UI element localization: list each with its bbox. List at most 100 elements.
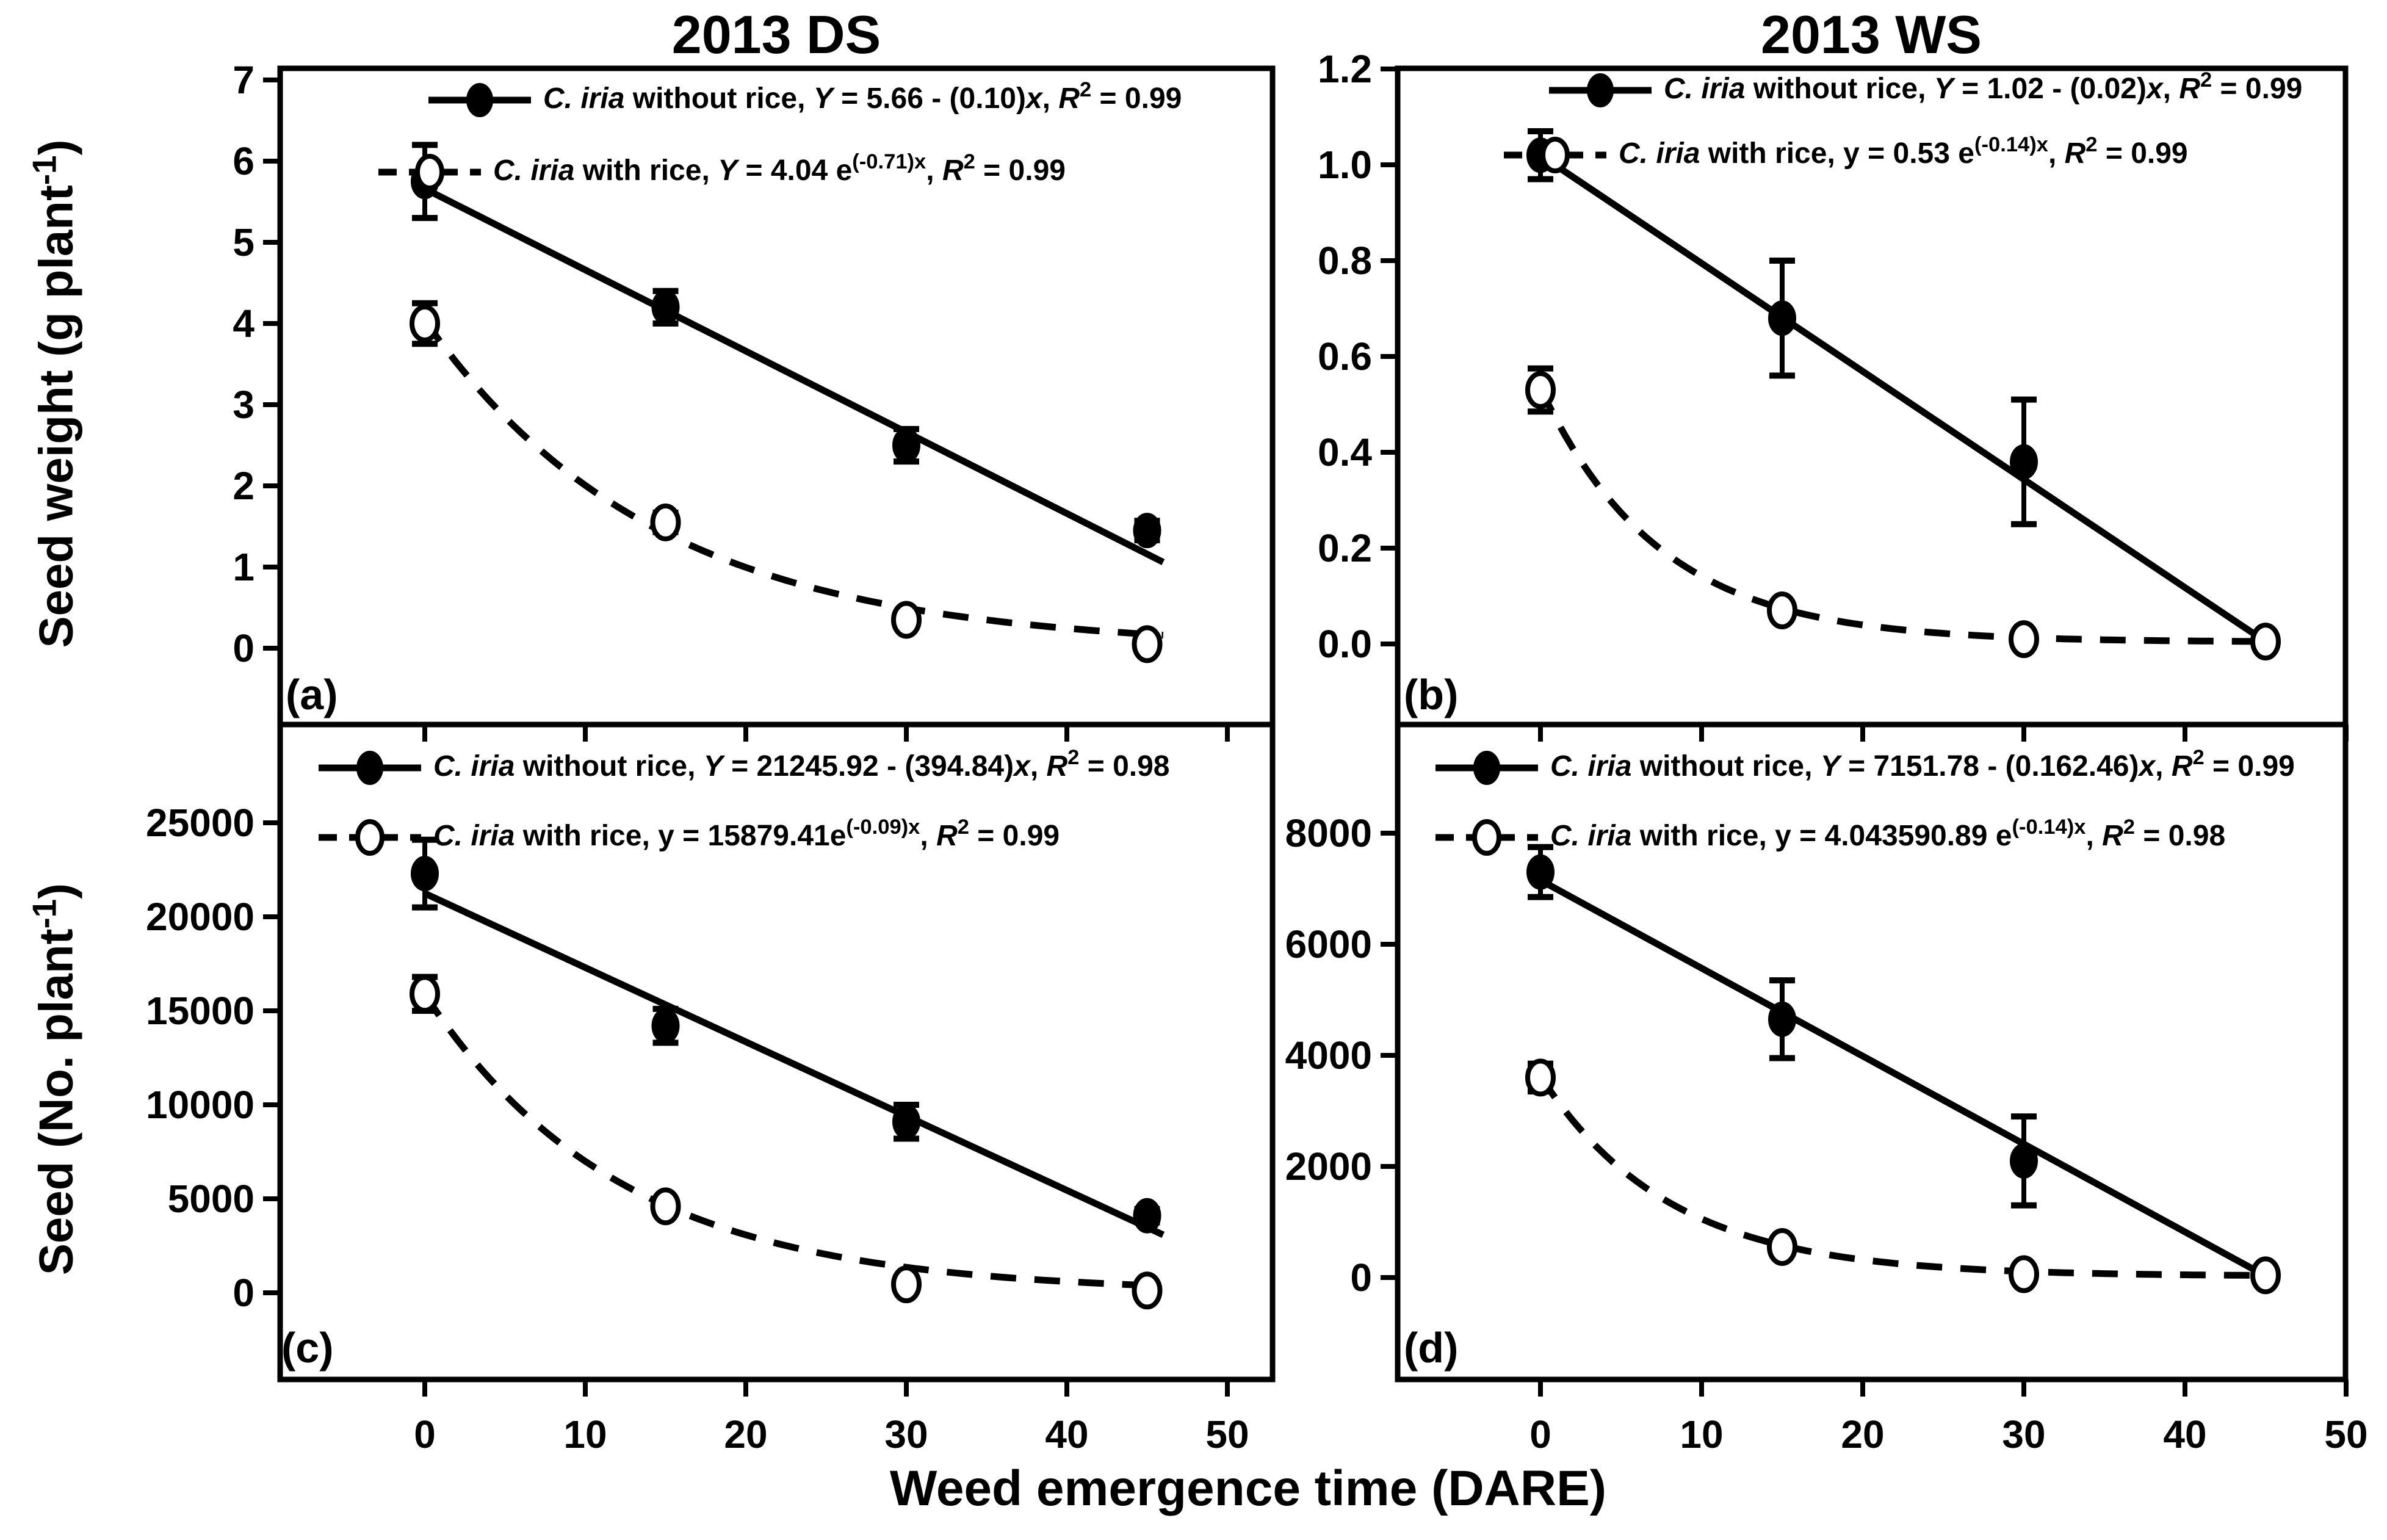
legend-label-segment: = 5.66 - (0.10) xyxy=(832,82,1026,115)
data-point-open xyxy=(410,975,440,1013)
legend-label-segment: = 0.99 xyxy=(2204,750,2295,783)
legend-row-d-1: C. iria without rice, Y = 7151.78 - (0.1… xyxy=(1434,746,2295,787)
legend-label-segment: = 0.99 xyxy=(1091,82,1182,115)
legend-label-segment: 2 xyxy=(2192,746,2205,769)
legend-label-segment: C. iria xyxy=(543,82,625,115)
legend-marker-filled-circle-solid-line xyxy=(319,751,421,785)
legend-row-d-2: C. iria with rice, y = 4.043590.89 e(-0.… xyxy=(1434,815,2225,857)
legend-label-segment: with rice, y = 15879.41e xyxy=(515,820,847,852)
legend-label-segment: = 7151.78 - (0.162.46) xyxy=(1840,750,2139,783)
y-axis-label-close: ) xyxy=(29,139,83,156)
data-point-filled xyxy=(1768,300,1796,336)
legend-row-a-2: C. iria with rice, Y = 4.04 e(-0.71)x, R… xyxy=(377,150,1066,192)
y-tick-label: 0.8 xyxy=(1318,239,1372,283)
series-with-rice xyxy=(410,300,1164,663)
legend-label-segment: R xyxy=(2179,73,2200,105)
y-tick-label: 25000 xyxy=(146,801,255,845)
data-point-open xyxy=(650,503,681,541)
legend-label-segment: , xyxy=(2085,820,2103,852)
x-tick-label: 10 xyxy=(563,1412,607,1456)
y-axis-label-main: Seed (No. plant xyxy=(29,928,83,1276)
data-point-filled xyxy=(892,1104,920,1140)
legend-label-segment: 2 xyxy=(1079,78,1092,101)
legend-label-segment: = 0.98 xyxy=(1079,750,1170,783)
legend-label-segment: R xyxy=(936,820,958,852)
series-without-rice xyxy=(411,142,1165,565)
data-point-open xyxy=(1525,371,1556,409)
legend-marker-filled-circle-solid-line xyxy=(1549,73,1652,107)
y-tick-label: 1 xyxy=(233,545,255,589)
regression-line xyxy=(1539,877,2267,1279)
legend-label-segment: (-0.14)x xyxy=(2012,815,2086,839)
legend-label-segment: without rice, xyxy=(624,82,814,115)
data-point-filled xyxy=(2010,444,2038,480)
series-without-rice xyxy=(1526,844,2267,1279)
legend-marker-open-circle-dashed-line xyxy=(378,154,481,190)
legend-label-segment: 2 xyxy=(2200,68,2212,92)
x-tick-label: 20 xyxy=(724,1412,767,1456)
panel-letter-b: (b) xyxy=(1404,671,1459,718)
legend-label-segment: C. iria xyxy=(493,154,575,187)
regression-line xyxy=(1538,152,2268,645)
data-point-open xyxy=(1767,1227,1797,1266)
legend-label-segment: , xyxy=(1042,82,1059,115)
y-tick-label: 0.6 xyxy=(1318,334,1372,378)
y-tick-label: 0 xyxy=(233,626,255,670)
series-with-rice xyxy=(410,974,1163,1310)
data-point-open xyxy=(1132,625,1163,663)
legend-marker-open-circle-dashed-line xyxy=(1504,137,1606,173)
x-tick-label: 40 xyxy=(2163,1412,2206,1456)
y-axis-label-seed-number: Seed (No. plant-1) xyxy=(26,883,84,1276)
panel-d: 0 2000 4000 6000 8000 0 10 20 30 40 50 xyxy=(1285,721,2368,1456)
data-point-open xyxy=(891,601,922,639)
legend-label-segment: (-0.09)x xyxy=(846,815,920,839)
legend-label-segment: , xyxy=(2048,137,2065,170)
legend-label-segment: C. iria xyxy=(1664,73,1746,105)
panel-c: 0 5000 10000 15000 20000 25000 0 10 20 30 40 50 xyxy=(146,721,1276,1456)
legend-label: C. iria without rice, Y = 1.02 - (0.02)x… xyxy=(1664,68,2302,110)
legend-label-segment: 2 xyxy=(957,815,969,839)
legend-marker-open-circle-dashed-line xyxy=(319,819,421,856)
y-tick-label: 5000 xyxy=(168,1177,255,1221)
legend-label-segment: = 1.02 - (0.02) xyxy=(1953,73,2147,105)
data-point-open xyxy=(2250,623,2281,661)
x-tick-label: 0 xyxy=(414,1412,436,1456)
legend-marker-filled-circle-solid-line xyxy=(428,83,531,117)
y-tick-label: 4 xyxy=(233,302,255,345)
exponential-curve xyxy=(1537,1074,2266,1279)
y-tick-label: 6000 xyxy=(1285,922,1372,966)
open-circle-icon xyxy=(355,819,385,856)
legend-marker-open-circle-dashed-line xyxy=(1435,819,1538,856)
open-circle-icon xyxy=(1540,137,1570,173)
exponential-curve xyxy=(422,992,1163,1290)
data-point-open xyxy=(2009,1255,2039,1293)
legend-label-segment: Y xyxy=(813,82,833,115)
x-tick-label: 0 xyxy=(1529,1412,1551,1456)
y-tick-label: 0 xyxy=(233,1271,255,1315)
legend-label-segment: = 0.99 xyxy=(2097,137,2188,170)
y-tick-label: 4000 xyxy=(1285,1033,1372,1077)
legend-row-a-1: C. iria without rice, Y = 5.66 - (0.10)x… xyxy=(427,78,1182,120)
y-tick-label: 7 xyxy=(233,58,255,102)
y-tick-label: 10000 xyxy=(146,1083,255,1127)
regression-line xyxy=(423,890,1165,1238)
data-point-open xyxy=(1767,591,1797,630)
y-tick-label: 5 xyxy=(233,220,255,264)
legend-label-segment: , xyxy=(926,154,942,187)
legend-marker-filled-circle-solid-line xyxy=(1435,751,1538,785)
data-point-filled xyxy=(411,856,439,892)
series-without-rice xyxy=(411,836,1165,1238)
legend-label-segment: Y xyxy=(718,154,738,187)
y-tick-label: 1.0 xyxy=(1318,143,1372,187)
y-tick-label: 1.2 xyxy=(1318,47,1372,91)
y-axis-label-main: Seed weight (g plant xyxy=(29,185,83,648)
series-without-rice xyxy=(1526,128,2268,645)
data-point-open xyxy=(410,305,440,342)
y-axis-label-seed-weight: Seed weight (g plant-1) xyxy=(26,139,84,648)
legend-label: C. iria with rice, Y = 4.04 e(-0.71)x, R… xyxy=(493,150,1066,192)
data-point-open xyxy=(1132,1271,1163,1310)
y-axis-label-superscript: -1 xyxy=(26,898,63,929)
legend-label-segment: 2 xyxy=(2123,815,2136,839)
